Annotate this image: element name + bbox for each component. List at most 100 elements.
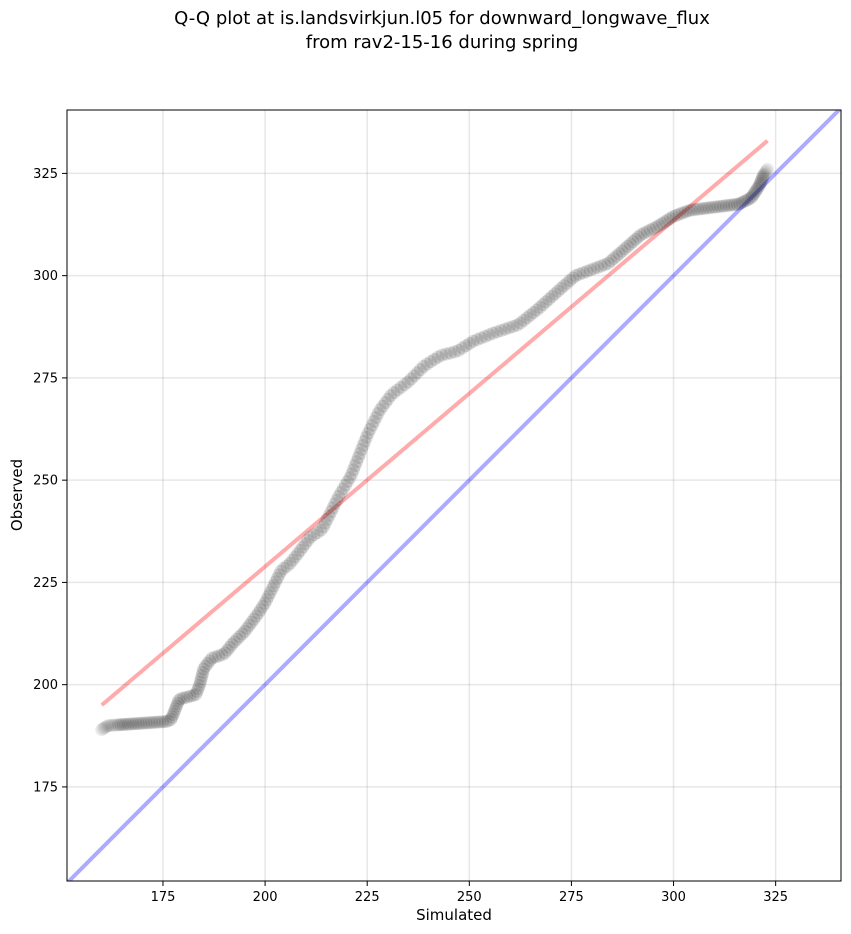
qq-point xyxy=(448,345,462,359)
qq-point xyxy=(193,675,207,689)
qq-point xyxy=(265,582,279,596)
qq-point xyxy=(576,266,590,280)
qq-point xyxy=(646,222,660,236)
qq-point xyxy=(427,352,441,366)
qq-point xyxy=(258,596,272,610)
qq-point xyxy=(742,192,756,206)
qq-point xyxy=(637,226,651,240)
qq-point xyxy=(328,497,342,511)
qq-point xyxy=(153,715,167,729)
x-tick-label: 200 xyxy=(253,890,278,905)
qq-point xyxy=(751,180,765,194)
qq-point xyxy=(218,646,232,660)
qq-point xyxy=(116,718,130,731)
qq-point xyxy=(607,251,621,265)
qq-point xyxy=(634,228,648,242)
qq-point xyxy=(129,717,143,731)
qq-point xyxy=(376,399,390,413)
qq-point xyxy=(725,198,739,212)
qq-point xyxy=(142,716,156,730)
qq-point xyxy=(407,369,421,383)
qq-point xyxy=(158,715,172,729)
qq-point xyxy=(212,649,226,663)
qq-point xyxy=(631,230,645,244)
qq-point xyxy=(621,239,635,253)
qq-point xyxy=(463,336,477,350)
qq-point xyxy=(658,215,672,229)
qq-point xyxy=(466,334,480,348)
qq-point xyxy=(681,204,695,218)
qq-point xyxy=(196,665,210,679)
qq-point xyxy=(109,718,123,732)
qq-point xyxy=(470,333,484,347)
qq-point xyxy=(139,716,153,730)
qq-point xyxy=(601,256,615,270)
qq-point xyxy=(498,322,512,336)
qq-point xyxy=(759,164,773,178)
qq-point xyxy=(358,434,372,448)
qq-point xyxy=(240,621,254,635)
qq-point xyxy=(717,199,731,213)
qq-point xyxy=(410,366,424,380)
qq-point xyxy=(341,474,355,488)
qq-point xyxy=(98,720,112,734)
qq-point xyxy=(746,189,760,203)
qq-point xyxy=(583,263,597,277)
qq-point xyxy=(587,262,601,276)
qq-point xyxy=(318,516,332,530)
qq-point xyxy=(330,493,344,507)
qq-point xyxy=(263,586,277,600)
qq-point xyxy=(722,198,736,212)
qq-point xyxy=(225,638,239,652)
qq-point xyxy=(114,718,128,732)
qq-point xyxy=(417,360,430,374)
x-axis-label: Simulated xyxy=(416,906,492,924)
qq-point xyxy=(629,232,643,246)
qq-point xyxy=(684,203,698,217)
qq-point xyxy=(164,713,178,727)
qq-point xyxy=(147,715,161,729)
qq-point xyxy=(533,300,547,314)
qq-point xyxy=(137,716,151,730)
qq-point xyxy=(112,718,126,732)
qq-point xyxy=(728,198,742,212)
qq-point xyxy=(661,213,675,227)
qq-point xyxy=(119,717,133,731)
qq-point xyxy=(251,606,265,620)
qq-point xyxy=(194,672,208,686)
qq-point xyxy=(554,281,568,295)
qq-point xyxy=(384,389,398,403)
qq-point xyxy=(277,561,291,575)
qq-point xyxy=(753,176,767,190)
qq-point xyxy=(361,426,375,440)
identity-line xyxy=(67,110,841,881)
qq-point xyxy=(536,298,550,312)
qq-point xyxy=(623,237,637,251)
qq-point xyxy=(272,568,286,582)
qq-point xyxy=(755,172,769,186)
qq-point xyxy=(517,313,531,327)
qq-point xyxy=(215,648,229,662)
qq-point xyxy=(431,350,445,364)
qq-point xyxy=(97,721,111,735)
qq-point xyxy=(527,306,541,320)
x-tick-label: 225 xyxy=(355,890,380,905)
qq-point xyxy=(348,459,362,473)
grid-lines xyxy=(67,110,841,881)
qq-point xyxy=(298,537,312,551)
qq-point xyxy=(283,556,297,570)
qq-point xyxy=(320,512,334,526)
qq-point xyxy=(439,347,453,361)
qq-point xyxy=(227,635,241,649)
qq-point xyxy=(551,284,565,298)
qq-point xyxy=(573,267,587,281)
chart-title-line-2: from rav2-15-16 during spring xyxy=(306,32,579,53)
qq-point xyxy=(353,447,367,460)
qq-point xyxy=(310,525,324,539)
y-tick-label: 250 xyxy=(33,474,58,489)
chart-title-line-1: Q-Q plot at is.landsvirkjun.l05 for down… xyxy=(174,8,710,29)
qq-point xyxy=(350,455,364,469)
qq-point xyxy=(548,287,562,301)
qq-point xyxy=(242,618,256,632)
